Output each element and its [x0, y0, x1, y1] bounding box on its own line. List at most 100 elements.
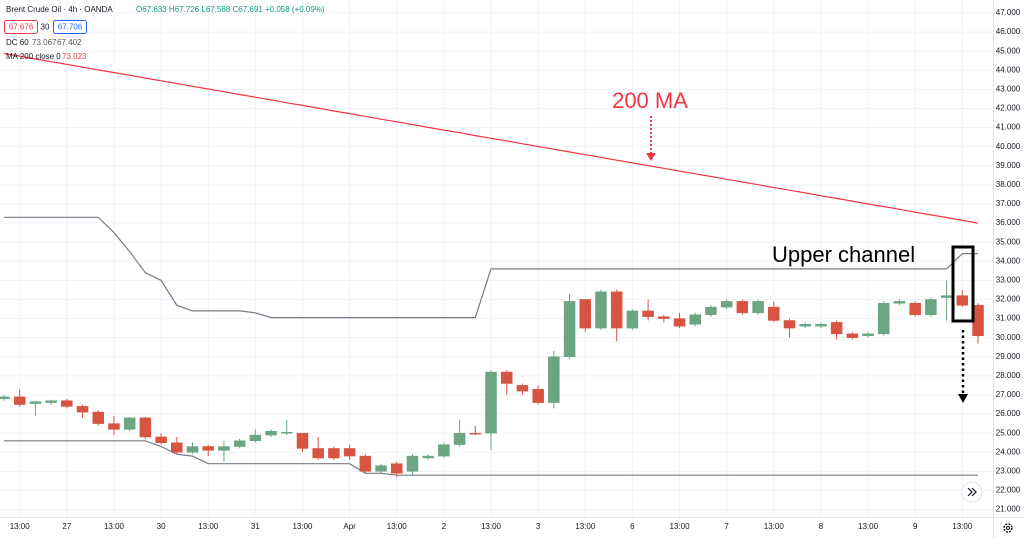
- candle-body: [469, 432, 482, 435]
- y-tick-label: 25.000: [996, 428, 1021, 437]
- y-tick-label: 34.000: [996, 256, 1021, 265]
- candle-body: [752, 301, 764, 314]
- candle-body: [516, 385, 529, 392]
- scroll-button[interactable]: [961, 481, 983, 503]
- candle-body: [218, 446, 230, 451]
- candle-body: [909, 303, 921, 315]
- candle-body: [139, 417, 152, 438]
- y-tick-label: 38.000: [996, 180, 1021, 189]
- candle-body: [265, 430, 277, 436]
- spread: 30: [41, 23, 50, 32]
- y-tick-label: 44.000: [996, 65, 1021, 74]
- candle-body: [123, 417, 136, 430]
- y-tick-label: 24.000: [996, 447, 1021, 456]
- gear-center[interactable]: [1006, 526, 1010, 530]
- candle-body: [45, 400, 57, 403]
- gear-icon[interactable]: [1003, 523, 1013, 533]
- candle-body: [799, 324, 811, 327]
- candle-body: [846, 333, 859, 338]
- x-tick-label: 6: [630, 522, 635, 531]
- candle-body: [0, 396, 10, 400]
- candle-body: [830, 322, 843, 335]
- buy-box[interactable]: [53, 20, 87, 34]
- x-tick-label: 13:00: [764, 522, 785, 531]
- candle-body: [92, 411, 105, 424]
- settings[interactable]: [1003, 523, 1013, 533]
- x-tick-label: 27: [62, 522, 71, 531]
- candle-body: [940, 295, 953, 298]
- candle-body: [563, 301, 576, 358]
- candle-body: [485, 371, 497, 434]
- scroll-icon[interactable]: [967, 487, 977, 497]
- candle-body: [359, 455, 372, 472]
- y-tick-label: 41.000: [996, 123, 1021, 132]
- y-tick-label: 40.000: [996, 142, 1021, 151]
- candle-body: [705, 306, 717, 315]
- candle-body: [862, 333, 874, 337]
- candle-body: [956, 295, 969, 306]
- candle-body: [453, 432, 466, 445]
- candle-body: [768, 306, 780, 321]
- candle-body: [233, 440, 246, 447]
- candle-body: [343, 448, 356, 457]
- y-tick-label: 31.000: [996, 314, 1021, 323]
- candle-body: [595, 291, 607, 329]
- y-tick-label: 43.000: [996, 84, 1021, 93]
- candle-body: [783, 320, 796, 329]
- candle-body: [171, 442, 183, 453]
- candle-body: [532, 388, 544, 403]
- x-tick-label: 13:00: [387, 522, 408, 531]
- candle-body: [13, 396, 26, 405]
- x-tick-label: 13:00: [575, 522, 596, 531]
- candle-body: [328, 448, 340, 459]
- x-tick-label: Apr: [343, 522, 356, 531]
- candle-body: [29, 401, 42, 404]
- donchian-upper: [4, 216, 978, 319]
- candle-body: [422, 455, 434, 459]
- y-tick-label: 30.000: [996, 333, 1021, 342]
- y-tick-label: 33.000: [996, 275, 1021, 284]
- sell-box[interactable]: [4, 20, 38, 34]
- candle-body: [548, 356, 560, 403]
- candle-body: [610, 291, 623, 329]
- candle-body: [296, 432, 309, 449]
- candle-body: [500, 371, 513, 384]
- candle-body: [312, 448, 324, 459]
- candle-body: [202, 446, 214, 451]
- ma-line: [3, 52, 979, 224]
- candle-body: [815, 324, 827, 327]
- x-tick-label: 13:00: [858, 522, 879, 531]
- x-tick-label: 13:00: [198, 522, 219, 531]
- candle-body: [893, 301, 906, 304]
- y-tick-label: 39.000: [996, 161, 1021, 170]
- candle-body: [438, 444, 450, 457]
- donchian-lower: [4, 440, 978, 476]
- candle-body: [720, 301, 733, 308]
- candle-body: [673, 318, 686, 327]
- annotation: Upper channel: [772, 242, 915, 267]
- x-tick-label: 31: [251, 522, 260, 531]
- y-tick-label: 37.000: [996, 199, 1021, 208]
- y-tick-label: 23.000: [996, 466, 1021, 475]
- y-tick-label: 26.000: [996, 409, 1021, 418]
- y-tick-label: 35.000: [996, 237, 1021, 246]
- candle-body: [249, 434, 262, 442]
- candle-body: [108, 423, 120, 430]
- x-tick-label: 3: [536, 522, 541, 531]
- annotation-arrowhead: [646, 153, 656, 161]
- x-tick-label: 13:00: [952, 522, 973, 531]
- candle-body: [642, 310, 654, 317]
- candle-body: [878, 303, 890, 335]
- y-tick-label: 27.000: [996, 390, 1021, 399]
- ma-legend-value: 73.023: [62, 52, 87, 61]
- buy-price[interactable]: 67.706: [58, 23, 83, 32]
- dc-legend-value: 67.402: [57, 38, 82, 47]
- plot: [0, 52, 984, 478]
- sell-price[interactable]: 67.676: [9, 23, 34, 32]
- candle-body: [406, 455, 419, 472]
- y-tick-label: 47.000: [996, 8, 1021, 17]
- candle-body: [658, 316, 670, 319]
- x-tick-label: 8: [819, 522, 824, 531]
- candle-body: [61, 400, 73, 407]
- candle-body: [391, 463, 403, 474]
